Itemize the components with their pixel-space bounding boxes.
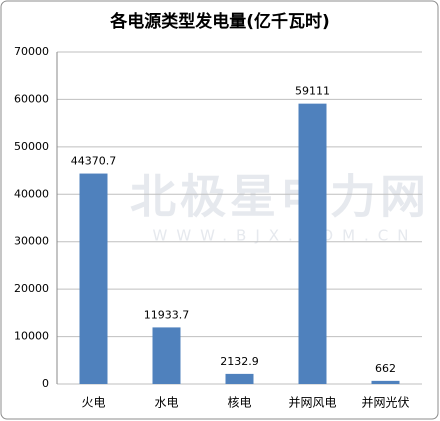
y-tick-label: 70000 — [14, 45, 49, 58]
data-label: 2132.9 — [220, 355, 259, 368]
x-tick-label: 并网风电 — [288, 396, 336, 410]
data-label: 59111 — [295, 85, 330, 98]
bar — [79, 173, 108, 384]
x-tick-label: 核电 — [227, 396, 251, 410]
y-tick-label: 30000 — [14, 235, 49, 248]
bar — [152, 327, 181, 384]
bar — [298, 103, 327, 385]
x-tick-label: 水电 — [154, 396, 178, 410]
y-tick-label: 10000 — [14, 330, 49, 343]
x-tick-label: 火电 — [81, 396, 105, 410]
y-tick-label: 50000 — [14, 140, 49, 153]
y-tick-label: 0 — [42, 377, 49, 390]
y-tick-label: 40000 — [14, 187, 49, 200]
x-tick-label: 并网光伏 — [361, 396, 409, 410]
data-label: 11933.7 — [144, 308, 190, 321]
data-label: 662 — [375, 362, 396, 375]
y-tick-label: 60000 — [14, 92, 49, 105]
chart-title: 各电源类型发电量(亿千瓦时) — [109, 11, 330, 32]
watermark-url: WWW.BJX.COM.CN — [153, 227, 418, 245]
data-label: 44370.7 — [71, 155, 117, 168]
y-tick-label: 20000 — [14, 282, 49, 295]
bar — [225, 373, 254, 384]
bar — [371, 380, 400, 384]
watermark: 北极星电力网 — [130, 170, 430, 224]
